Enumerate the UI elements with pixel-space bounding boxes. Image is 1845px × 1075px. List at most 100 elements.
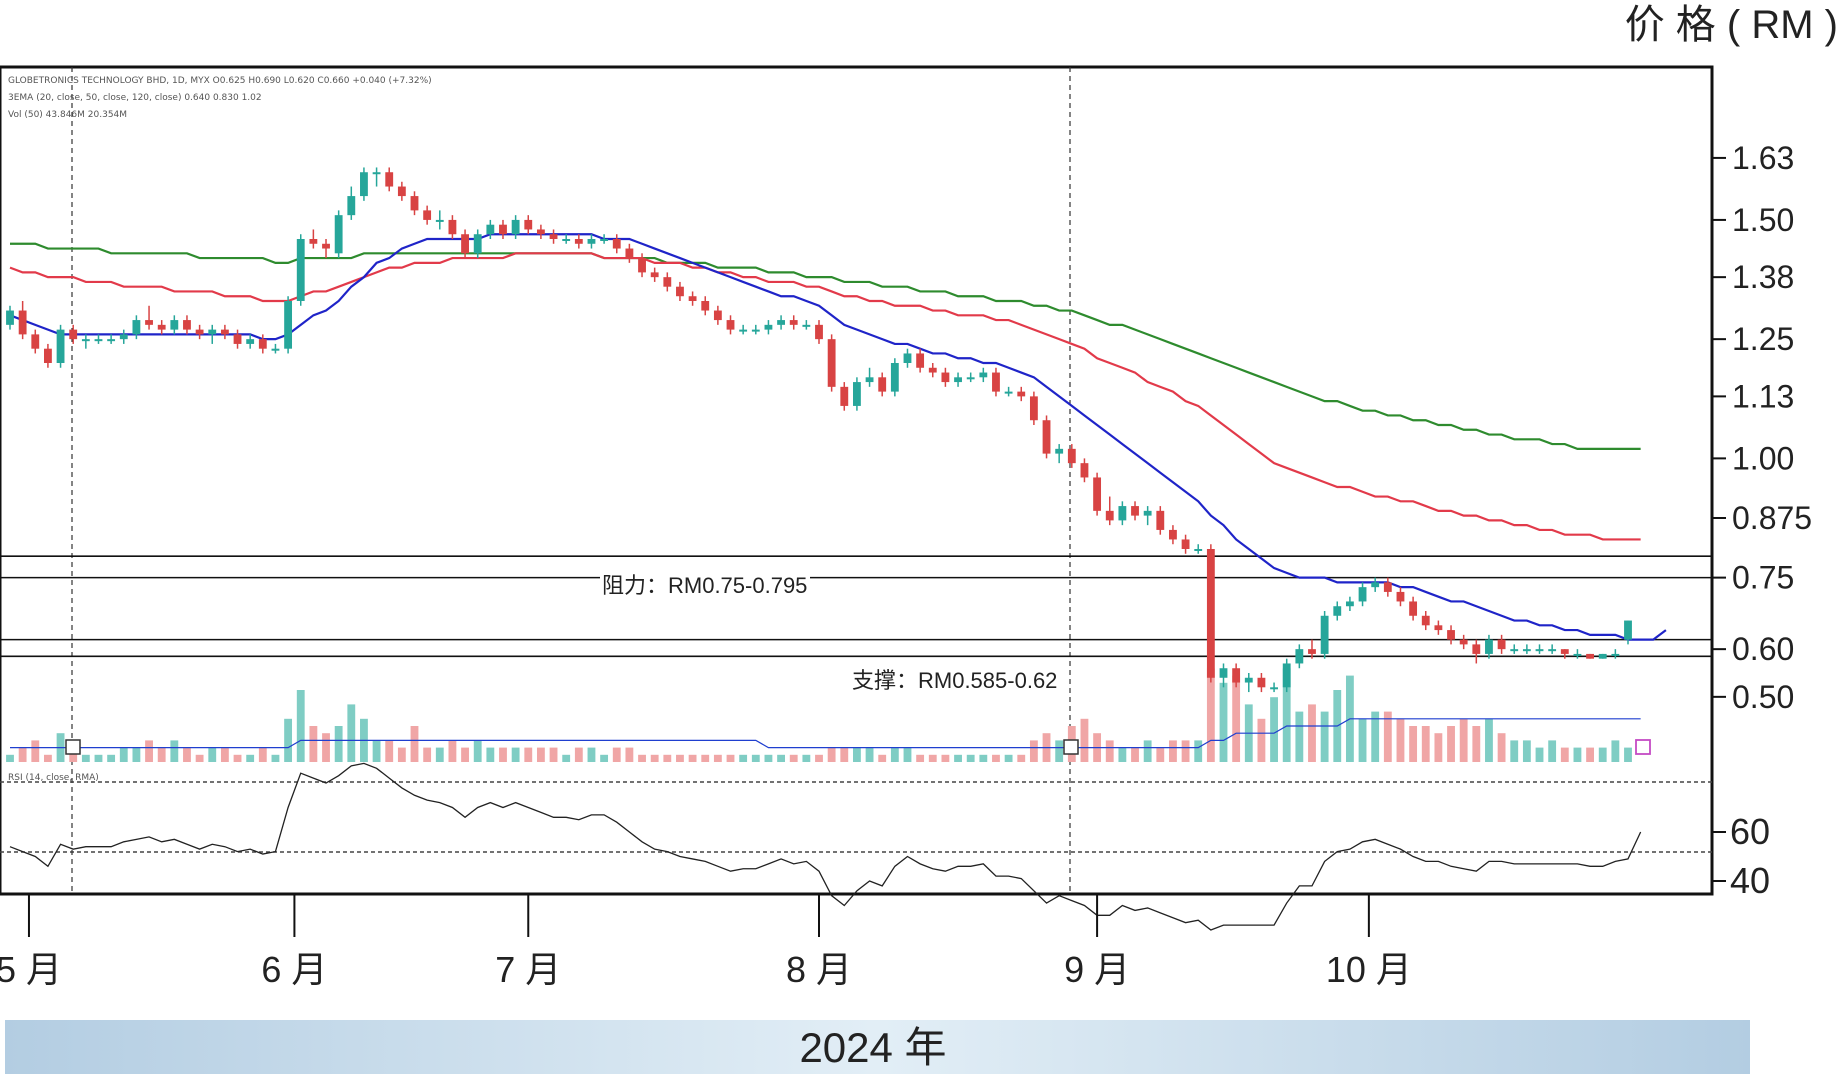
volume-bar — [827, 747, 836, 762]
volume-bar — [183, 747, 191, 762]
candle-body — [486, 224, 495, 235]
candle-body — [1194, 549, 1203, 551]
candle-body — [1548, 649, 1557, 652]
candle-body — [916, 353, 925, 368]
candle-body — [878, 377, 887, 392]
candle-body — [334, 215, 343, 254]
volume-bar — [220, 747, 229, 762]
rsi-tick-label: 40 — [1730, 860, 1770, 901]
candle-body — [638, 258, 646, 273]
candle-body — [69, 329, 78, 340]
volume-bar — [903, 747, 912, 762]
candle-body — [1472, 644, 1481, 654]
candle-body — [1371, 582, 1380, 588]
price-tick-label: 1.00 — [1732, 440, 1794, 476]
candle-body — [1308, 649, 1316, 654]
candle-body — [865, 377, 874, 383]
candle-body — [890, 363, 899, 392]
candle-body — [536, 229, 545, 235]
candle-body — [170, 320, 179, 330]
volume-bar — [1295, 711, 1304, 762]
candle-body — [1093, 477, 1102, 511]
volume-bar — [1181, 740, 1190, 762]
volume-bar — [309, 726, 318, 762]
candle-body — [309, 239, 318, 244]
candle-body — [499, 224, 507, 235]
candle-body — [1042, 420, 1051, 454]
candle-body — [777, 320, 785, 325]
volume-bar — [1004, 754, 1013, 762]
volume-bar — [1497, 733, 1506, 762]
candle-body — [461, 234, 469, 254]
candle-body — [663, 277, 672, 287]
volume-bar — [1421, 726, 1430, 762]
candle-body — [840, 386, 849, 406]
volume-bar — [1598, 747, 1607, 762]
volume-bar — [1029, 740, 1038, 762]
volume-bar — [941, 754, 950, 762]
volume-bar — [1535, 747, 1544, 762]
volume-bar — [549, 747, 558, 762]
price-tick-label: 1.63 — [1732, 140, 1794, 176]
candle-body — [903, 353, 912, 363]
candle-body — [941, 372, 950, 383]
candle-body — [587, 239, 596, 244]
candle-body — [1409, 601, 1418, 616]
candle-body — [562, 239, 571, 241]
candle-body — [94, 339, 103, 342]
volume-bar — [334, 726, 343, 762]
volume-bar — [713, 754, 722, 762]
volume-bar — [1573, 747, 1582, 762]
resistance-label: 阻力：RM0.75-0.795 — [602, 573, 807, 598]
month-tick-label: 5 月 — [0, 949, 62, 990]
volume-bar — [107, 754, 116, 762]
rsi-line — [9, 762, 1642, 931]
candle-body — [1510, 649, 1519, 652]
volume-bar — [600, 754, 609, 762]
volume-bar — [562, 754, 571, 762]
candle-body — [1282, 663, 1291, 688]
volume-bar — [574, 747, 583, 762]
volume-bar — [1586, 747, 1594, 762]
volume-bar — [650, 754, 659, 762]
candle-body — [1459, 639, 1468, 645]
candle-body — [423, 210, 432, 220]
candlesticks — [6, 167, 1632, 693]
candle-body — [145, 320, 153, 325]
candle-body — [284, 301, 293, 349]
volume-bar — [1080, 718, 1089, 762]
volume-bar — [385, 740, 394, 762]
rsi-line-path — [9, 762, 1642, 931]
volume-bar — [789, 754, 798, 762]
footer-band — [5, 1020, 1750, 1074]
volume-bar — [473, 740, 482, 762]
price-tick-label: 0.75 — [1732, 560, 1794, 596]
volume-bar — [1510, 740, 1519, 762]
candle-body — [31, 334, 40, 349]
candle-body — [600, 239, 609, 241]
candle-body — [1598, 653, 1607, 659]
volume-bar — [157, 747, 166, 762]
candle-body — [208, 329, 217, 335]
volume-bar — [271, 754, 280, 762]
candle-body — [448, 219, 457, 235]
volume-bar — [663, 754, 672, 762]
volume-bar — [638, 754, 646, 762]
candle-body — [1295, 649, 1304, 664]
volume-bar — [6, 754, 14, 762]
volume-bar — [1270, 697, 1278, 762]
candle-body — [815, 324, 823, 340]
candle-body — [183, 320, 191, 330]
volume-bar — [81, 754, 90, 762]
candle-body — [1169, 529, 1177, 540]
candle-body — [246, 339, 255, 344]
volume-bar — [372, 740, 381, 762]
volume-bar — [878, 754, 887, 762]
candle-body — [688, 296, 697, 301]
info-line: Vol (50) 43.846M 20.354M — [8, 110, 127, 120]
volume-bar — [1308, 704, 1316, 762]
candle-body — [1118, 506, 1127, 521]
candle-body — [1004, 391, 1013, 394]
volume-bar — [1409, 726, 1418, 762]
